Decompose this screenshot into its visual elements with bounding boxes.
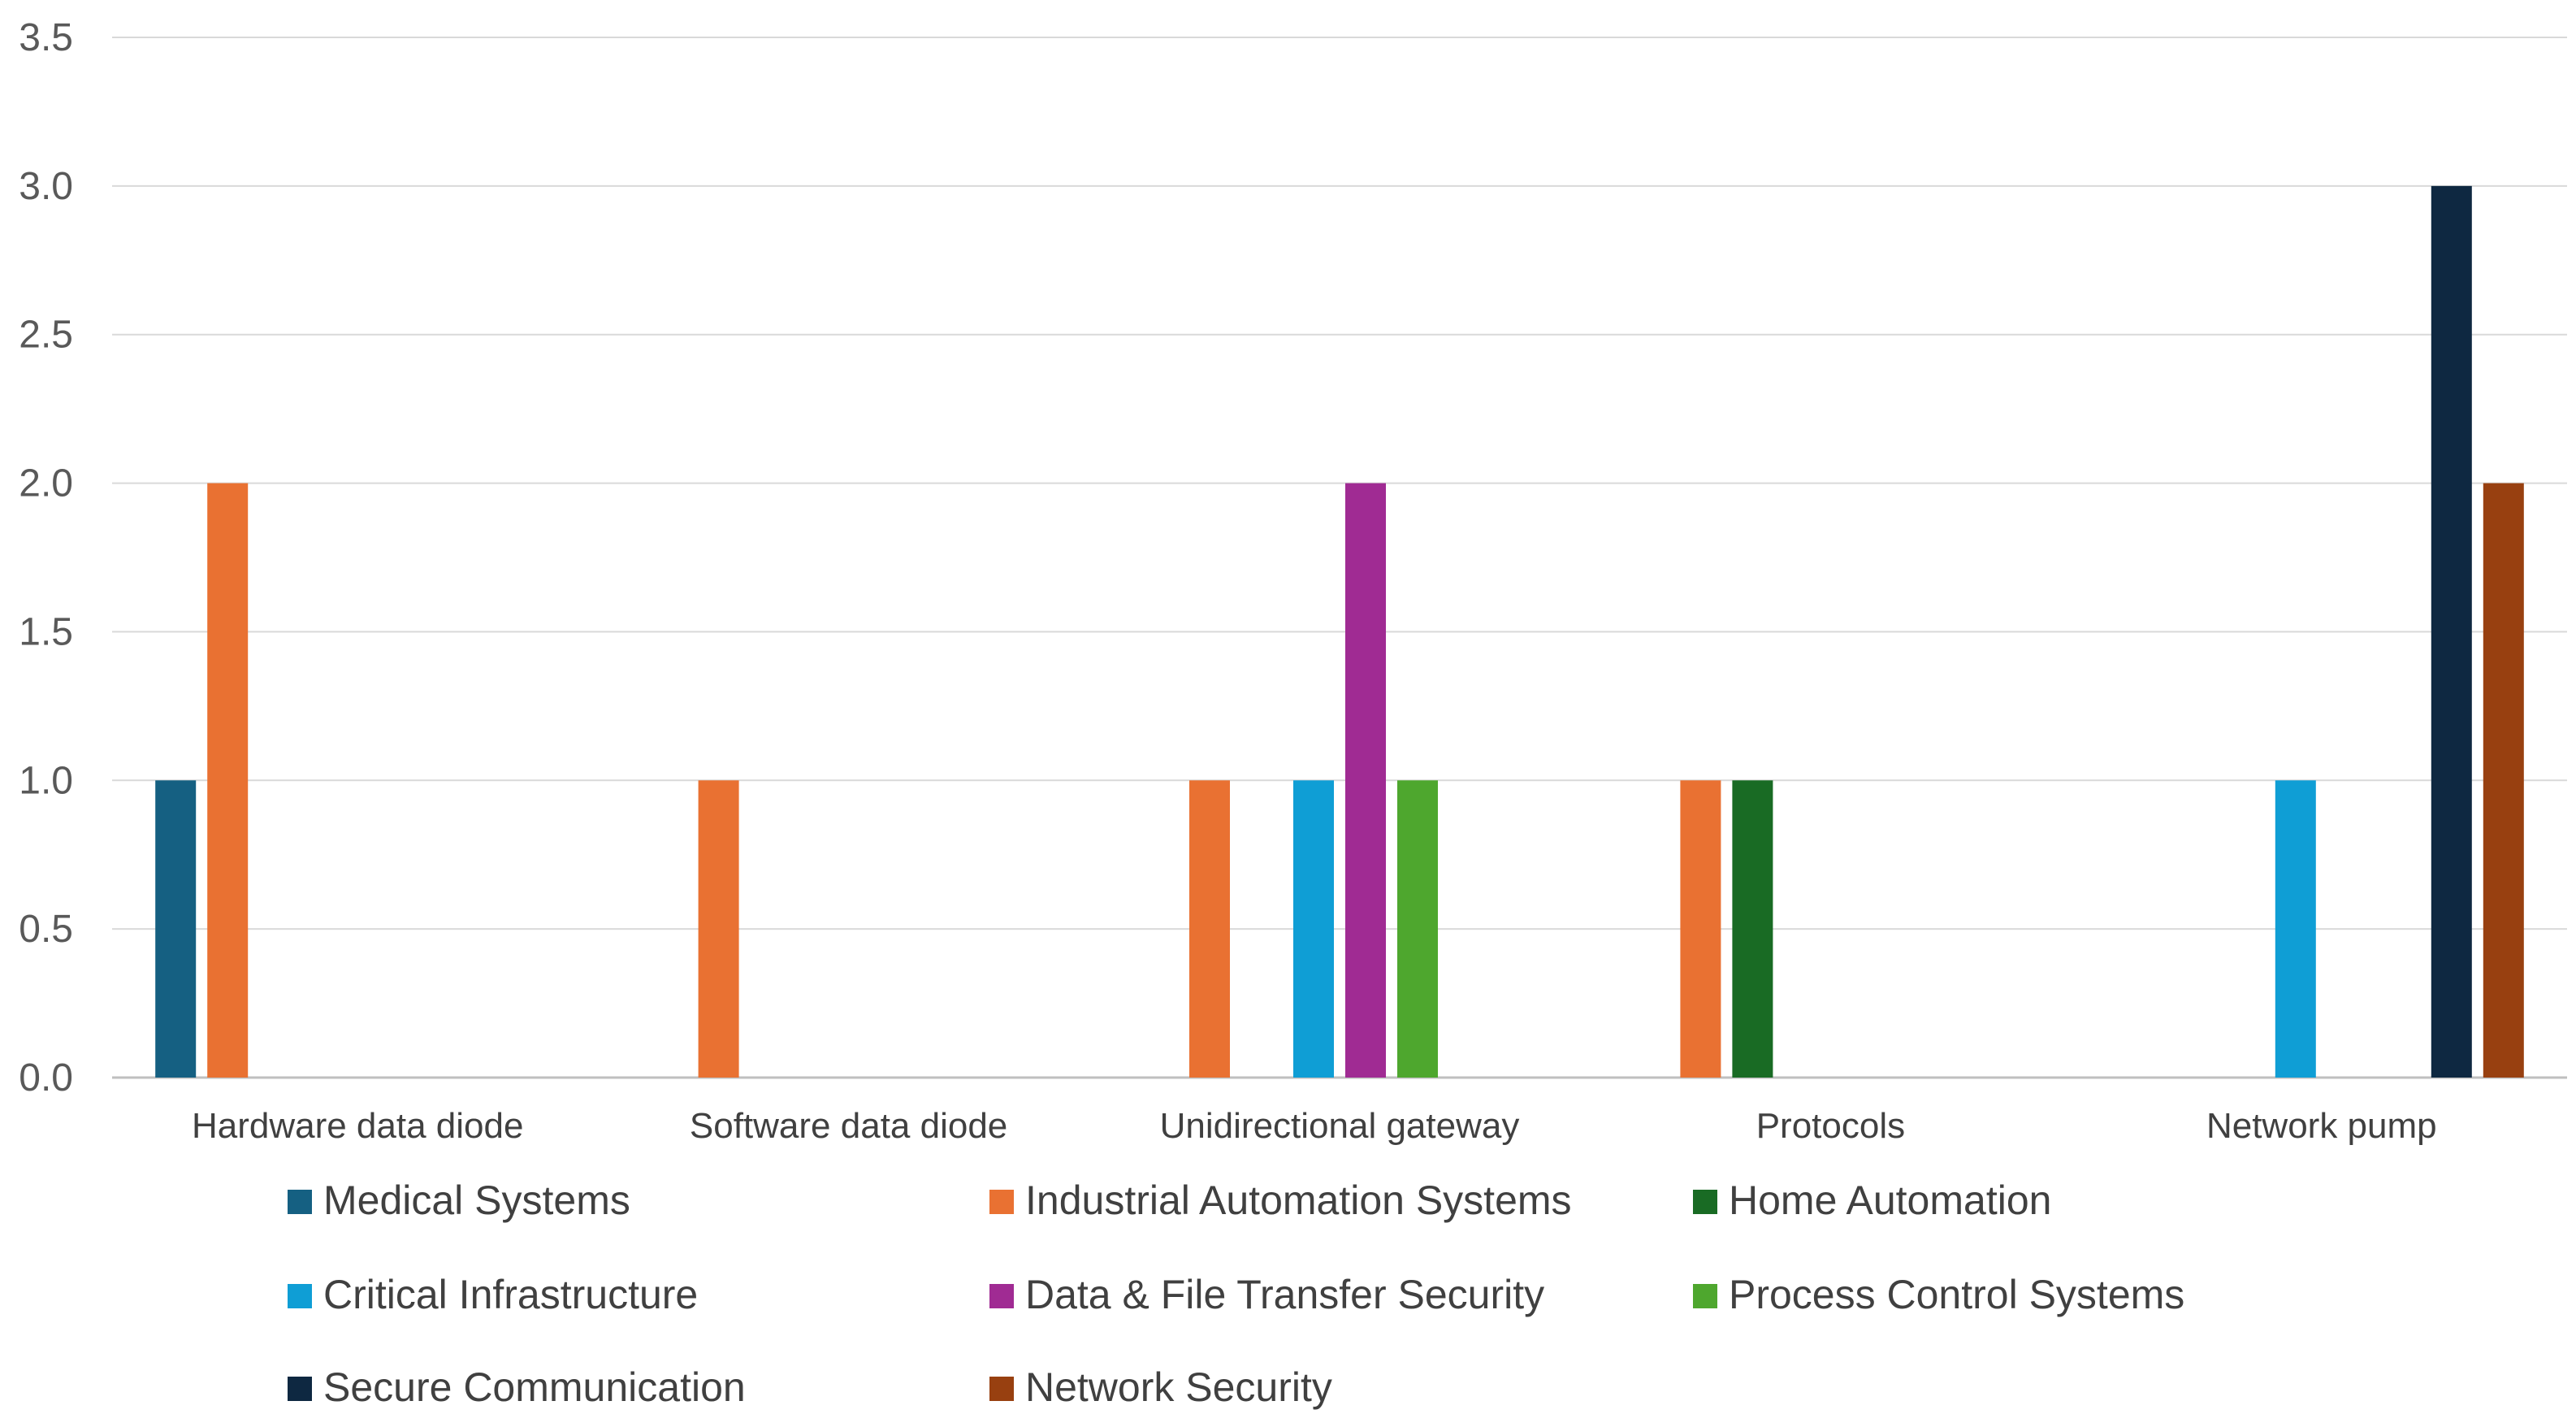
y-tick-label: 2.0	[19, 462, 73, 505]
bar	[698, 780, 739, 1078]
x-tick-label: Unidirectional gateway	[1160, 1106, 1520, 1146]
gridlines	[112, 37, 2567, 1079]
legend-swatch	[288, 1377, 312, 1401]
x-tick-label: Network pump	[2206, 1106, 2437, 1146]
x-tick-label: Hardware data diode	[192, 1106, 523, 1146]
y-tick-label: 1.0	[19, 759, 73, 802]
bar	[2483, 483, 2524, 1078]
legend-label: Home Automation	[1729, 1178, 2051, 1223]
legend: Medical Systems Industrial Automation Sys…	[288, 1178, 2184, 1410]
y-tick-label: 0.0	[19, 1056, 73, 1100]
y-tick-label: 2.5	[19, 314, 73, 357]
bar	[1680, 780, 1721, 1078]
legend-swatch	[989, 1190, 1014, 1214]
bar	[2275, 780, 2316, 1078]
x-axis: Hardware data diode Software data diode Un…	[192, 1106, 2437, 1146]
y-tick-label: 0.5	[19, 908, 73, 951]
bar	[155, 780, 197, 1078]
x-tick-label: Software data diode	[690, 1106, 1007, 1146]
legend-swatch	[288, 1284, 312, 1308]
y-tick-label: 3.0	[19, 165, 73, 208]
y-tick-label: 3.5	[19, 16, 73, 59]
bar	[1732, 780, 1773, 1078]
y-axis-ticks: 0.0 0.5 1.0 1.5 2.0 2.5 3.0 3.5	[19, 16, 73, 1100]
legend-label: Industrial Automation Systems	[1025, 1178, 1572, 1223]
legend-label: Network Security	[1025, 1364, 1332, 1410]
legend-label: Data & File Transfer Security	[1025, 1272, 1544, 1317]
legend-label: Process Control Systems	[1729, 1272, 2184, 1317]
bar	[1397, 780, 1438, 1078]
bar	[207, 483, 249, 1078]
bar	[2431, 185, 2472, 1078]
bar	[1293, 780, 1334, 1078]
legend-swatch	[989, 1377, 1014, 1401]
legend-swatch	[288, 1190, 312, 1214]
legend-swatch	[1693, 1284, 1717, 1308]
x-tick-label: Protocols	[1756, 1106, 1905, 1146]
legend-label: Critical Infrastructure	[323, 1272, 698, 1317]
bar	[1189, 780, 1230, 1078]
bars	[155, 185, 2524, 1078]
legend-label: Medical Systems	[323, 1178, 630, 1223]
legend-swatch	[989, 1284, 1014, 1308]
bar	[1345, 483, 1386, 1078]
legend-swatch	[1693, 1190, 1717, 1214]
legend-label: Secure Communication	[323, 1364, 746, 1410]
y-tick-label: 1.5	[19, 610, 73, 653]
